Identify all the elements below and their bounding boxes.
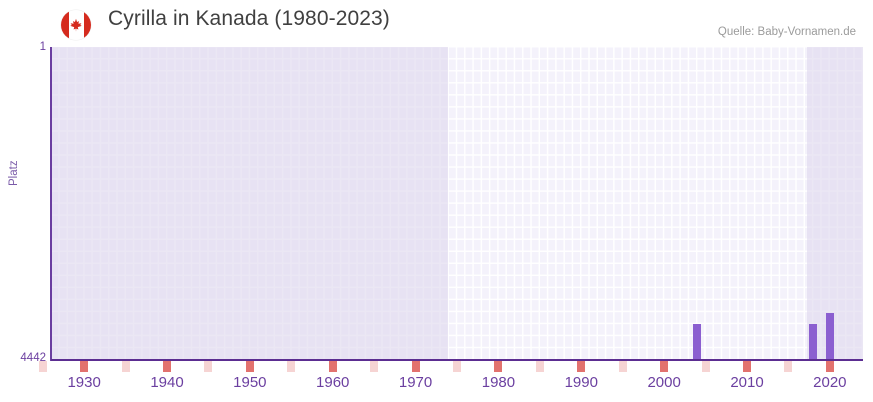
x-tick-1940 (163, 361, 171, 372)
x-tick-minor-1955 (287, 361, 296, 372)
bar-2020[interactable] (825, 312, 834, 360)
y-axis-top-tick-label: 1 (39, 41, 46, 53)
x-axis-line (51, 359, 863, 361)
page-title: Cyrilla in Kanada (1980-2023) (108, 7, 390, 30)
flag-right-band (83, 10, 91, 40)
source-attribution: Quelle: Baby-Vornamen.de (717, 26, 856, 38)
x-tick-2010 (743, 361, 751, 372)
flag-left-band (61, 10, 69, 40)
y-axis-title: Platz (8, 160, 20, 186)
x-label-1950: 1950 (233, 374, 267, 391)
x-tick-1990 (577, 361, 586, 372)
x-tick-minor-1975 (453, 361, 461, 372)
x-label-2010: 2010 (730, 374, 764, 391)
x-tick-minor-1925 (38, 361, 47, 372)
maple-leaf-icon (70, 18, 82, 32)
x-tick-1930 (80, 361, 89, 372)
x-label-1970: 1970 (398, 374, 433, 391)
x-label-1990: 1990 (564, 374, 598, 391)
y-axis-bottom-tick-label: 4442 (20, 352, 46, 364)
x-tick-minor-1945 (204, 361, 213, 372)
x-tick-minor-1985 (535, 361, 544, 372)
x-label-1960: 1960 (316, 374, 350, 391)
canada-flag-icon (61, 10, 91, 40)
x-label-1940: 1940 (150, 374, 184, 391)
x-tick-2020 (825, 361, 834, 372)
x-label-1930: 1930 (67, 374, 101, 391)
x-tick-1980 (494, 361, 503, 372)
x-tick-minor-1935 (121, 361, 130, 372)
x-tick-minor-1995 (618, 361, 627, 372)
bar-2004[interactable] (693, 324, 702, 360)
x-label-2020: 2020 (813, 374, 847, 391)
x-axis-tick-marks (38, 361, 863, 372)
x-tick-minor-2015 (784, 361, 793, 372)
x-tick-1970 (411, 361, 420, 372)
x-tick-2000 (660, 361, 669, 372)
bar-2018[interactable] (809, 324, 818, 360)
x-tick-minor-2005 (701, 361, 710, 372)
shaded-region-pre-1980 (51, 47, 448, 360)
x-tick-1950 (245, 361, 254, 372)
chart-header: Cyrilla in Kanada (1980-2023) Quelle: Ba… (0, 0, 873, 46)
plot-area (51, 47, 863, 360)
y-axis-line (50, 47, 52, 361)
x-label-2000: 2000 (647, 374, 681, 391)
x-tick-1960 (328, 361, 337, 372)
shaded-region-post-2023 (807, 47, 863, 360)
x-tick-minor-1965 (370, 361, 379, 372)
x-label-1980: 1980 (481, 374, 516, 391)
